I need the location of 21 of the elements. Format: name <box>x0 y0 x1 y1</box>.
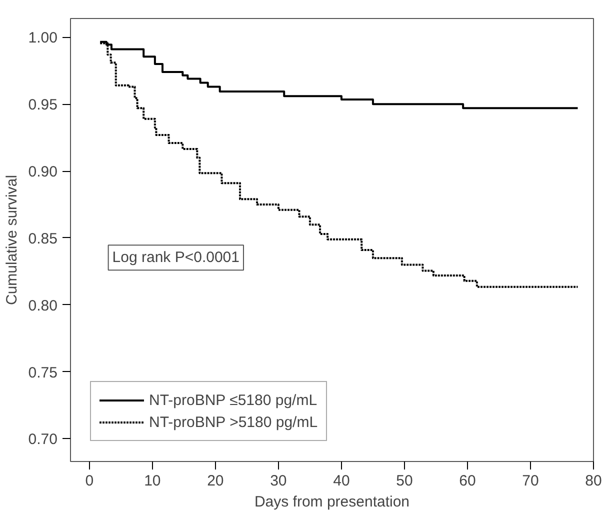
x-tick-label: 10 <box>144 472 161 490</box>
y-tick-label: 0.85 <box>28 230 58 248</box>
x-tick-label: 40 <box>333 472 350 490</box>
x-tick-label: 70 <box>522 472 539 490</box>
x-tick-label: 80 <box>585 472 602 490</box>
y-tick-label: 0.95 <box>28 96 58 114</box>
x-axis-title: Days from presentation <box>254 494 410 510</box>
x-tick-label: 0 <box>85 472 94 490</box>
x-tick-label: 30 <box>270 472 287 490</box>
x-tick-label: 20 <box>207 472 224 490</box>
y-tick-label: 0.80 <box>28 297 58 314</box>
legend-label: NT-proBNP ≤5180 pg/mL <box>149 392 318 408</box>
y-tick-label: 0.70 <box>28 431 58 448</box>
y-tick-label: 0.90 <box>28 164 58 181</box>
y-tick-label: 0.75 <box>28 364 58 382</box>
y-tick-label: 1.00 <box>28 30 58 47</box>
x-tick-label: 50 <box>396 472 413 490</box>
legend-label: NT-proBNP >5180 pg/mL <box>149 414 318 430</box>
annotation: Log rank P<0.0001 <box>112 249 240 266</box>
x-tick-label: 60 <box>459 472 476 490</box>
y-axis-title: Cumulative survival <box>3 174 20 306</box>
